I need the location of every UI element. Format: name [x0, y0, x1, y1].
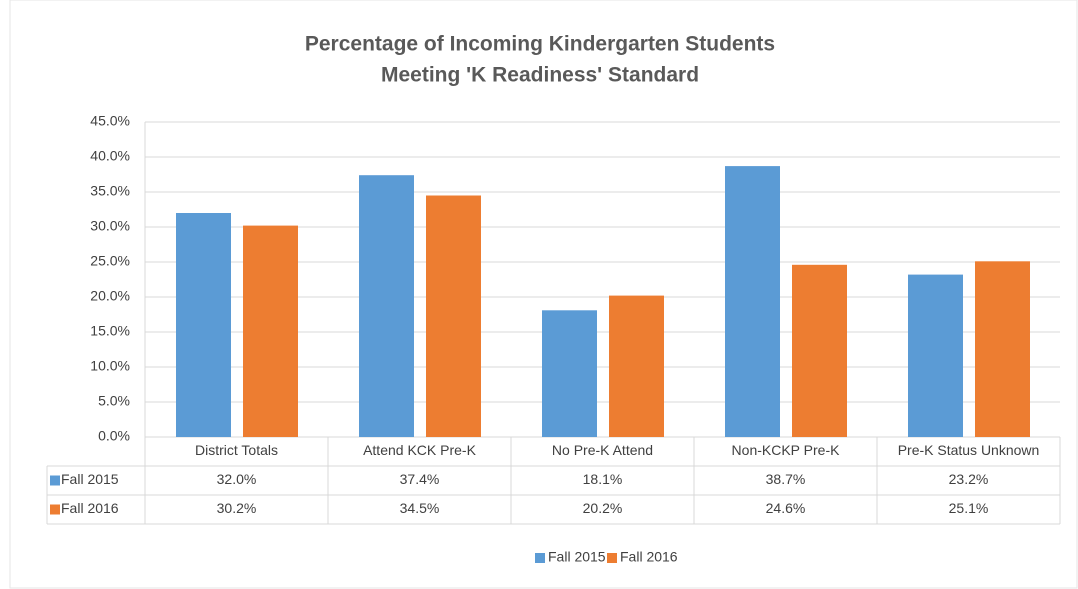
table-value: 34.5% [400, 500, 440, 516]
y-tick-label: 40.0% [90, 148, 130, 164]
legend-key [50, 504, 60, 515]
y-tick-label: 45.0% [90, 113, 130, 129]
chart-title: Meeting 'K Readiness' Standard [381, 64, 699, 87]
table-row-header: Fall 2016 [61, 500, 119, 516]
legend-label: Fall 2015 [548, 549, 606, 565]
table-value: 20.2% [583, 500, 623, 516]
bar [359, 175, 414, 437]
bar [243, 225, 298, 437]
y-tick-label: 20.0% [90, 288, 130, 304]
chart-title: Percentage of Incoming Kindergarten Stud… [305, 33, 775, 56]
table-value: 24.6% [766, 500, 806, 516]
table-value: 37.4% [400, 471, 440, 487]
bar [609, 295, 664, 437]
y-tick-label: 30.0% [90, 218, 130, 234]
table-value: 25.1% [949, 500, 989, 516]
table-value: 32.0% [217, 471, 257, 487]
bar [975, 261, 1030, 437]
y-tick-label: 35.0% [90, 183, 130, 199]
legend-key [535, 553, 545, 563]
legend-key [607, 553, 617, 563]
x-tick-label: Pre-K Status Unknown [898, 442, 1040, 458]
y-tick-label: 15.0% [90, 323, 130, 339]
x-tick-label: Attend KCK Pre-K [363, 442, 476, 458]
table-value: 23.2% [949, 471, 989, 487]
x-tick-label: No Pre-K Attend [552, 442, 653, 458]
table-value: 30.2% [217, 500, 257, 516]
legend-label: Fall 2016 [620, 549, 678, 565]
y-tick-label: 0.0% [98, 428, 130, 444]
bar [176, 213, 231, 437]
legend-key [50, 475, 60, 486]
x-tick-label: District Totals [195, 442, 278, 458]
y-tick-label: 25.0% [90, 253, 130, 269]
table-value: 18.1% [583, 471, 623, 487]
bar [725, 166, 780, 437]
bar [542, 310, 597, 437]
table-value: 38.7% [766, 471, 806, 487]
bar [426, 195, 481, 437]
y-tick-label: 10.0% [90, 358, 130, 374]
y-tick-label: 5.0% [98, 393, 130, 409]
table-row-header: Fall 2015 [61, 471, 119, 487]
bar [908, 274, 963, 437]
x-tick-label: Non-KCKP Pre-K [732, 442, 841, 458]
bar [792, 264, 847, 437]
